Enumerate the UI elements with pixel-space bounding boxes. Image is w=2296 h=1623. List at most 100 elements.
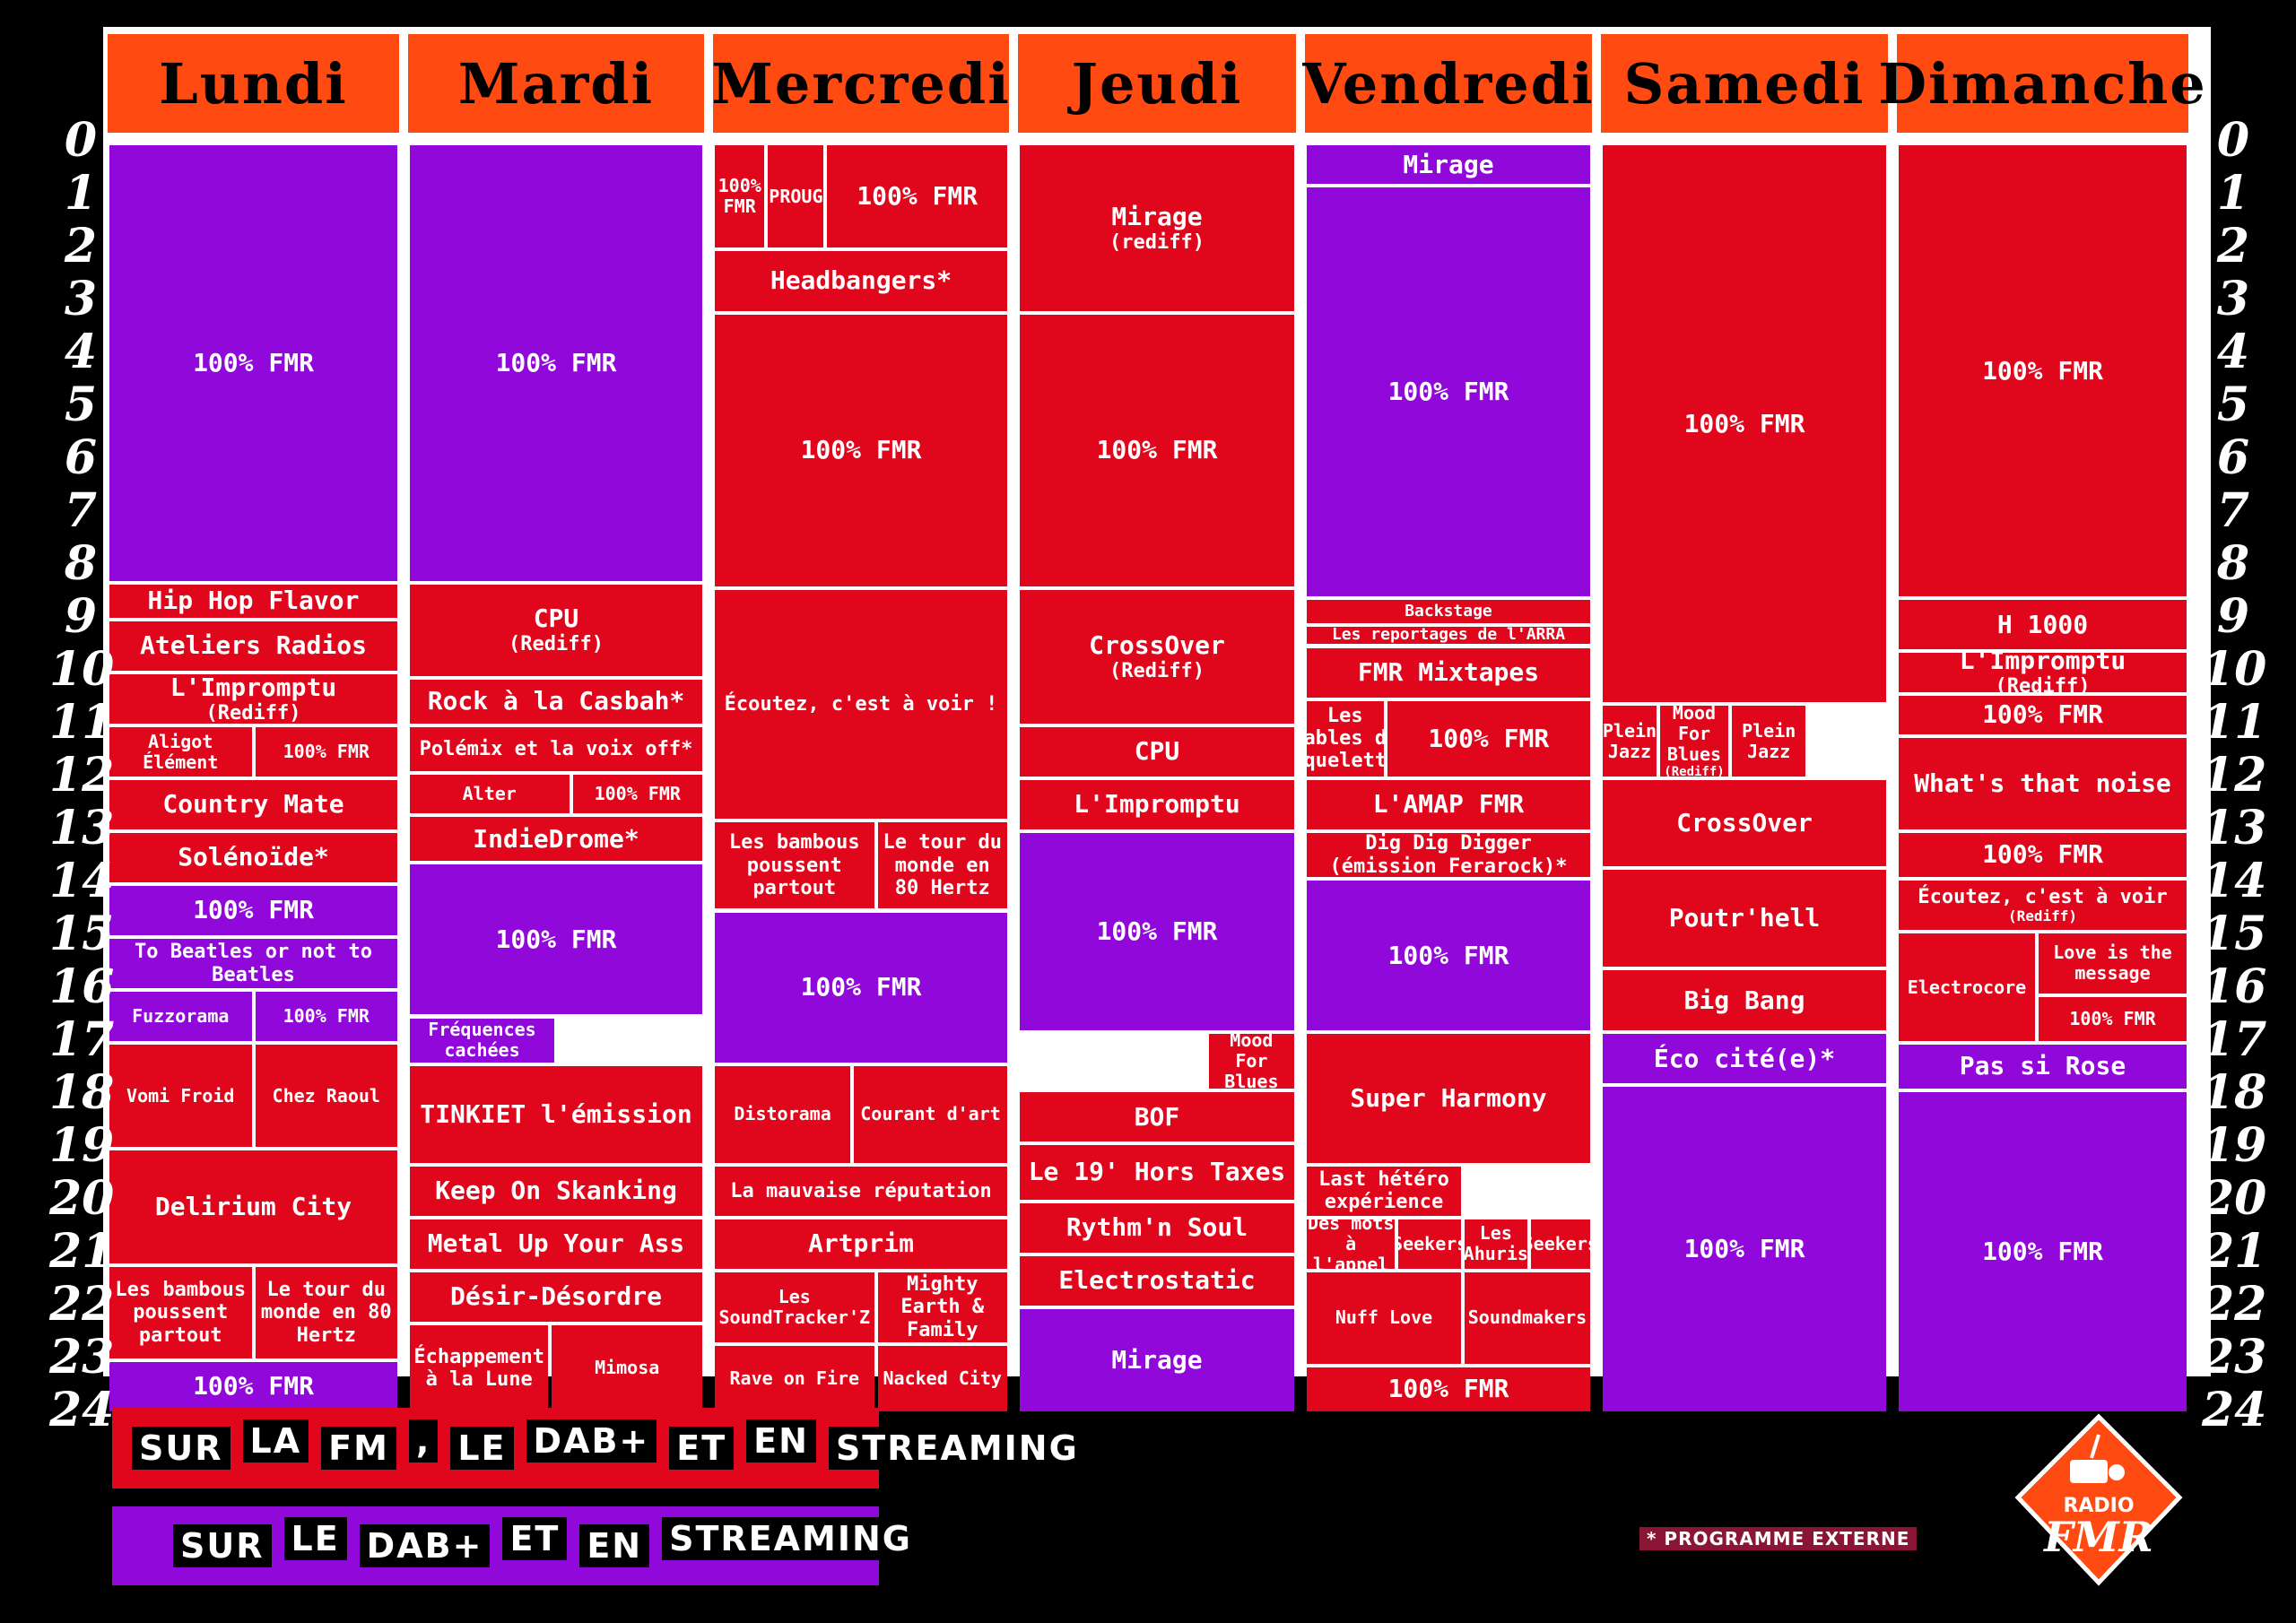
program-dimanche-11: 100% FMR bbox=[1899, 1092, 2187, 1411]
program-label: Plein Jazz bbox=[1603, 719, 1657, 762]
program-label: Les SoundTracker'Z bbox=[718, 1285, 871, 1328]
day-header-mardi: Mardi bbox=[408, 34, 704, 133]
program-label: Hip Hop Flavor bbox=[147, 586, 360, 616]
legend-word: , bbox=[408, 1419, 439, 1462]
program-label: L'Impromptu bbox=[170, 674, 337, 702]
program-vendredi-17: Soundmakers bbox=[1465, 1271, 1590, 1364]
program-label: Mimosa bbox=[595, 1357, 660, 1379]
program-mardi-13: Échappement à la Lune bbox=[410, 1324, 549, 1411]
hour-label: 5 bbox=[64, 378, 98, 432]
program-mardi-5: 100% FMR bbox=[572, 775, 702, 814]
hour-label: 4 bbox=[2216, 325, 2250, 379]
program-mardi-14: Mimosa bbox=[552, 1324, 702, 1411]
program-label: Mood For Blues bbox=[1224, 1034, 1279, 1089]
program-vendredi-12: Des mots à l'appel bbox=[1307, 1219, 1396, 1269]
program-label: Rock à la Casbah* bbox=[427, 686, 685, 716]
program-mardi-11: Metal Up Your Ass bbox=[410, 1219, 702, 1269]
program-label: Super Harmony bbox=[1350, 1082, 1547, 1113]
program-label: 100% FMR bbox=[1387, 940, 1509, 970]
program-label: Les fables du squelette bbox=[1307, 704, 1384, 773]
program-label: CrossOver bbox=[1089, 629, 1225, 660]
program-label: Les Ahuris bbox=[1465, 1222, 1527, 1265]
day-header-samedi: Samedi bbox=[1601, 34, 1888, 133]
program-sublabel: (Rediff) bbox=[509, 633, 604, 656]
program-label: Courant d'art bbox=[860, 1103, 1001, 1125]
program-label: PROUG bbox=[769, 185, 823, 207]
program-label: Delirium City bbox=[154, 1191, 352, 1221]
program-mardi-7: 100% FMR bbox=[410, 864, 702, 1015]
program-vendredi-10: Super Harmony bbox=[1307, 1034, 1590, 1163]
program-label: Les bambous poussent partout bbox=[115, 1278, 247, 1347]
program-vendredi-4: FMR Mixtapes bbox=[1307, 647, 1590, 698]
program-dimanche-7: Electrocore bbox=[1899, 933, 2035, 1041]
program-lundi-6: Country Mate bbox=[109, 780, 397, 829]
program-vendredi-11: Last hétéro expérience bbox=[1307, 1166, 1461, 1216]
legend-word: LE bbox=[283, 1517, 347, 1560]
program-label: Les reportages de l'ARRA bbox=[1331, 626, 1566, 645]
program-mercredi-15: Rave on Fire bbox=[715, 1346, 874, 1411]
program-label: H 1000 bbox=[1996, 609, 2089, 639]
hour-label: 22 bbox=[2202, 1277, 2267, 1332]
program-lundi-5: 100% FMR bbox=[255, 727, 397, 777]
hour-label: 16 bbox=[49, 959, 115, 1014]
program-dimanche-10: Pas si Rose bbox=[1899, 1045, 2187, 1089]
program-label: 100% FMR bbox=[1683, 1233, 1805, 1263]
program-lundi-11: 100% FMR bbox=[255, 992, 397, 1041]
hour-label: 15 bbox=[2202, 907, 2267, 961]
program-jeudi-8: Le 19' Hors Taxes bbox=[1020, 1145, 1294, 1200]
legend-word: LE bbox=[450, 1427, 514, 1470]
program-lundi-0: 100% FMR bbox=[109, 145, 397, 581]
hour-label: 11 bbox=[2202, 695, 2267, 750]
program-label: Écoutez, c'est à voir bbox=[1918, 885, 2168, 908]
program-label: Pas si Rose bbox=[1959, 1051, 2126, 1081]
program-label: Échappement à la Lune bbox=[413, 1345, 545, 1391]
program-label: CPU bbox=[533, 603, 579, 634]
program-mercredi-0: 100% FMR bbox=[715, 145, 765, 247]
program-label: Plein Jazz bbox=[1742, 719, 1796, 762]
program-vendredi-13: Seekers bbox=[1398, 1219, 1461, 1269]
program-vendredi-18: 100% FMR bbox=[1307, 1367, 1590, 1411]
program-label: Big Bang bbox=[1683, 985, 1805, 1015]
program-samedi-4: CrossOver bbox=[1603, 780, 1886, 867]
day-header-dimanche: Dimanche bbox=[1878, 34, 2205, 133]
program-label: 100% FMR bbox=[1096, 916, 1218, 946]
program-dimanche-3: 100% FMR bbox=[1899, 695, 2187, 734]
legend-dab-band: SUR LE DAB+ ET EN STREAMING bbox=[112, 1506, 919, 1585]
program-samedi-8: 100% FMR bbox=[1603, 1087, 1886, 1411]
program-vendredi-5: Les fables du squelette bbox=[1307, 700, 1384, 777]
program-mercredi-16: Nacked City bbox=[877, 1346, 1007, 1411]
program-sublabel: (Rediff) bbox=[1995, 675, 2091, 692]
program-label: L'Impromptu bbox=[1959, 653, 2126, 676]
program-label: 100% FMR bbox=[193, 895, 314, 925]
program-label: IndieDrome* bbox=[473, 823, 639, 854]
hour-label: 7 bbox=[2216, 483, 2250, 538]
program-jeudi-11: Mirage bbox=[1020, 1309, 1294, 1411]
day-header-jeudi: Jeudi bbox=[1018, 34, 1296, 133]
hour-label: 3 bbox=[2216, 272, 2250, 326]
program-label: 100% FMR bbox=[1096, 435, 1218, 465]
program-label: CrossOver bbox=[1676, 808, 1813, 838]
hour-label: 23 bbox=[49, 1330, 115, 1384]
hour-label: 12 bbox=[2202, 748, 2267, 803]
hour-label: 13 bbox=[2202, 801, 2267, 855]
program-lundi-17: 100% FMR bbox=[109, 1362, 397, 1411]
program-label: Vomi Froid bbox=[126, 1084, 235, 1107]
hour-label: 14 bbox=[2202, 854, 2267, 908]
program-label: Headbangers* bbox=[770, 265, 952, 296]
logo-text-radio: RADIO bbox=[2063, 1495, 2134, 1517]
program-mardi-12: Désir-Désordre bbox=[410, 1271, 702, 1322]
radio-fmr-logo: RADIO FMR bbox=[2009, 1408, 2188, 1587]
program-lundi-10: Fuzzorama bbox=[109, 992, 252, 1041]
program-label: Seekers bbox=[1531, 1232, 1590, 1254]
program-label: 100% FMR bbox=[1982, 1236, 2103, 1266]
program-label: Artprim bbox=[807, 1228, 914, 1259]
legend-word: STREAMING bbox=[828, 1427, 1086, 1470]
program-label: 100% FMR bbox=[1387, 1374, 1509, 1404]
program-lundi-3: L'Impromptu (Rediff) bbox=[109, 674, 397, 724]
program-mercredi-10: Courant d'art bbox=[854, 1065, 1007, 1163]
program-dimanche-1: H 1000 bbox=[1899, 600, 2187, 650]
program-dimanche-0: 100% FMR bbox=[1899, 145, 2187, 597]
program-label: 100% FMR bbox=[283, 1005, 370, 1027]
program-jeudi-4: L'Impromptu bbox=[1020, 780, 1294, 829]
program-jeudi-3: CPU bbox=[1020, 727, 1294, 777]
